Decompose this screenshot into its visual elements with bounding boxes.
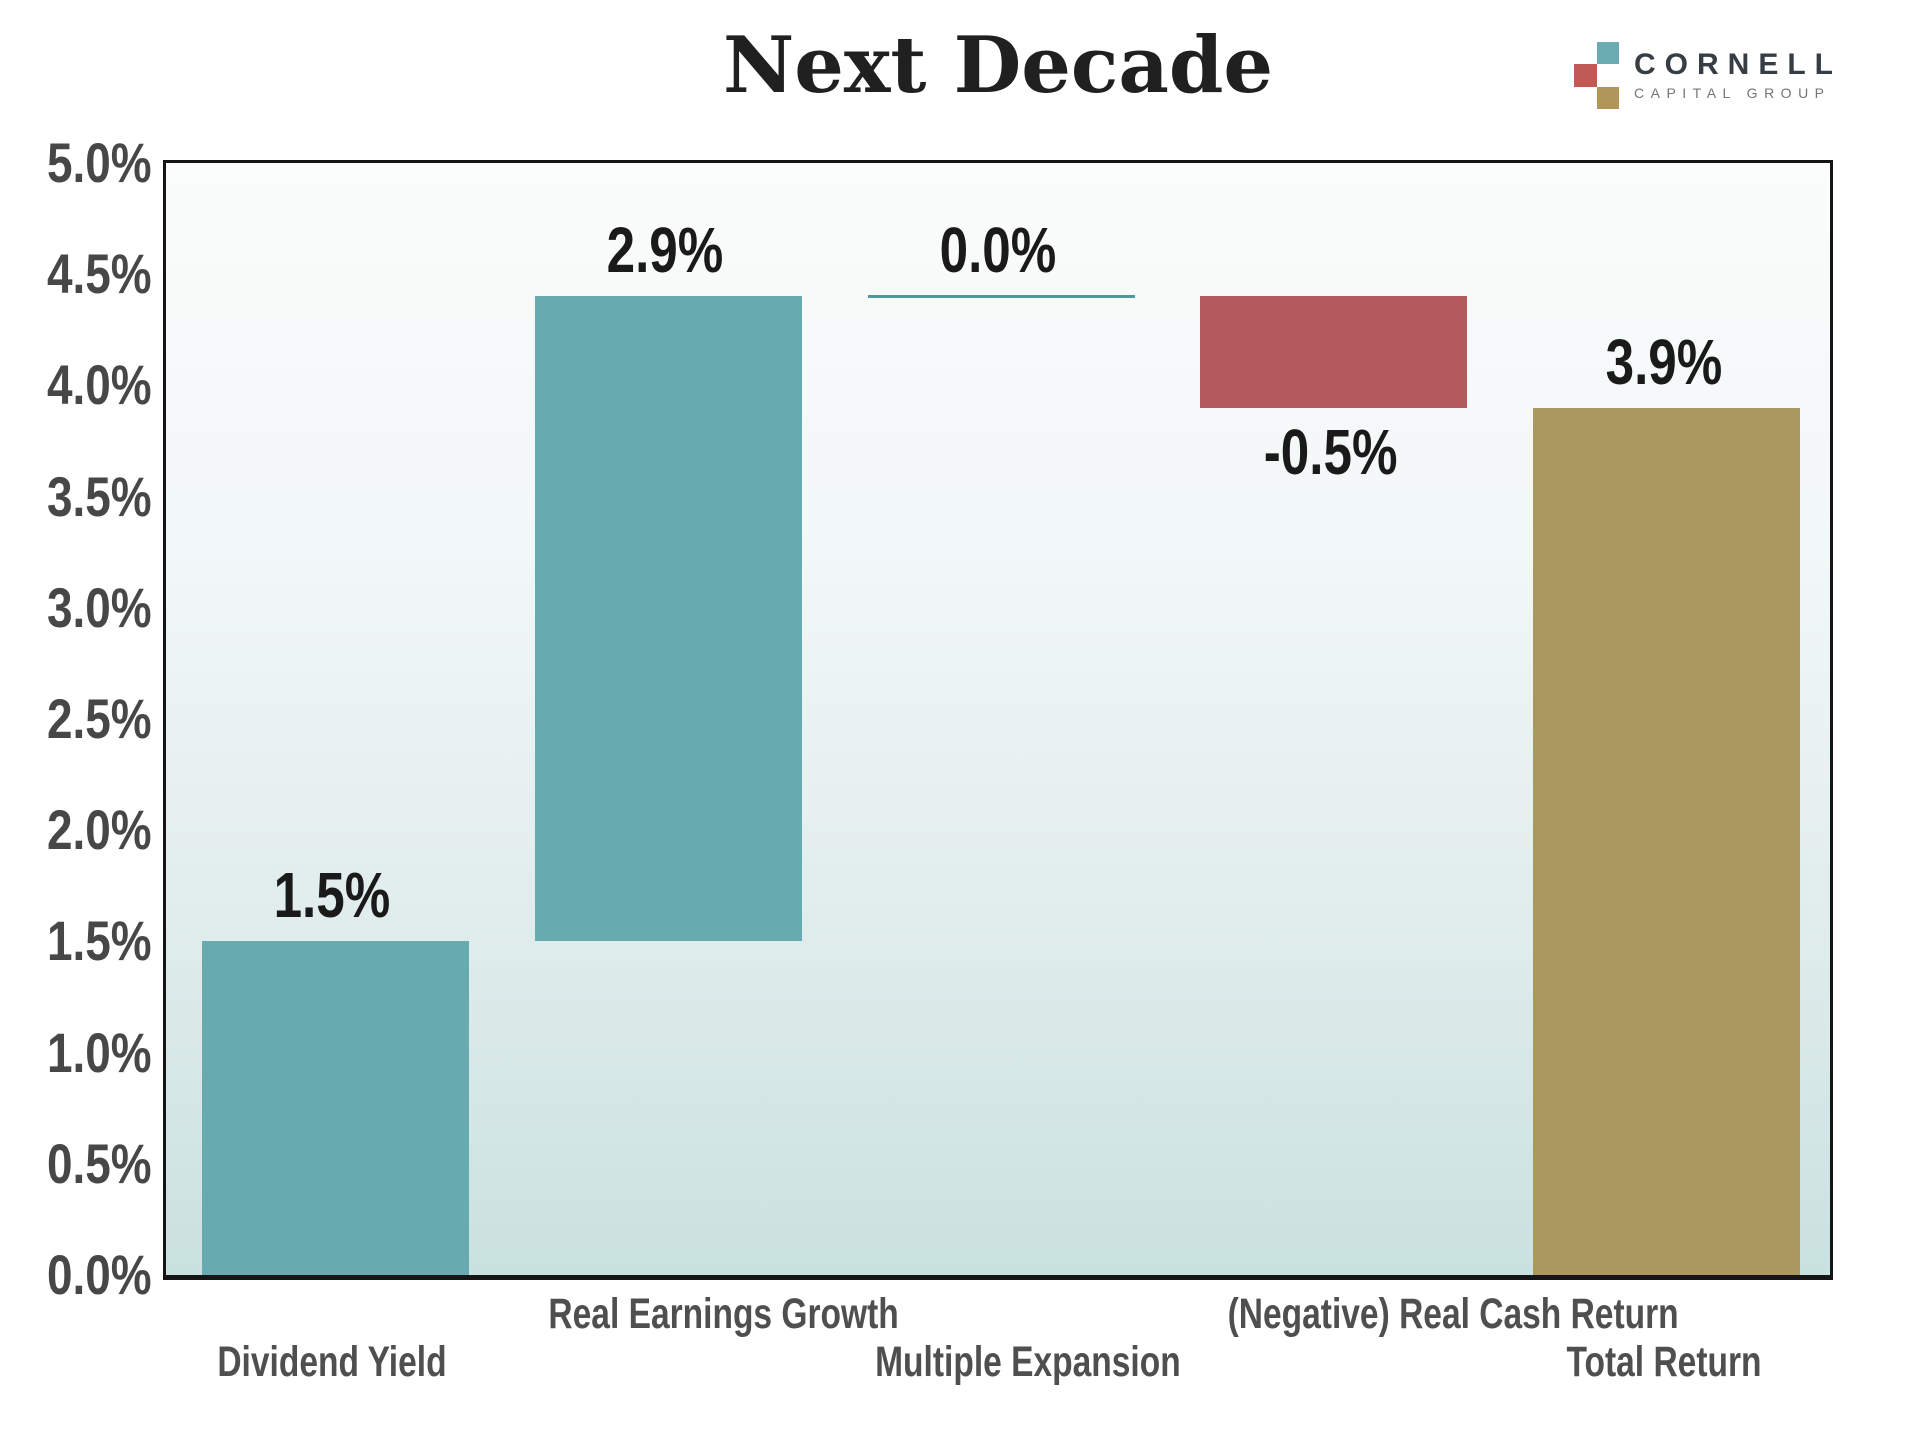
y-tick-4-5pct: 4.5% [47, 242, 152, 306]
value-label-multiple-expansion: 0.0% [939, 214, 1057, 287]
y-tick-0-5pct: 0.5% [47, 1131, 152, 1195]
value-label-total-return: 3.9% [1605, 325, 1722, 398]
logo-teal-square-icon [1597, 42, 1619, 64]
y-tick-3-5pct: 3.5% [47, 464, 152, 528]
category-label-multiple-expansion: Multiple Expansion [874, 1338, 1181, 1386]
logo-tagline: CAPITAL GROUP [1634, 85, 1831, 101]
y-tick-2-0pct: 2.0% [47, 798, 152, 862]
zero-line-multiple-expansion [867, 295, 1135, 299]
y-tick-4-0pct: 4.0% [47, 353, 152, 417]
y-tick-1-5pct: 1.5% [47, 909, 152, 973]
logo-red-square-icon [1574, 64, 1597, 87]
logo-squares-icon [1574, 42, 1620, 110]
value-label-negative-real-cash-return: -0.5% [1263, 415, 1398, 488]
y-tick-0-0pct: 0.0% [47, 1243, 152, 1306]
logo-gold-square-icon [1597, 87, 1619, 109]
category-label-real-earnings-growth: Real Earnings Growth [548, 1290, 899, 1338]
bar-negative-real-cash-return [1200, 296, 1468, 408]
bar-total-return [1533, 407, 1801, 1275]
bar-real-earnings-growth [534, 296, 802, 942]
y-tick-5-0pct: 5.0% [47, 131, 152, 194]
y-tick-2-5pct: 2.5% [47, 687, 152, 750]
category-label-negative-real-cash-return: (Negative) Real Cash Return [1227, 1290, 1680, 1338]
logo-text: CORNELL CAPITAL GROUP [1634, 42, 1842, 101]
bar-dividend-yield [201, 941, 469, 1275]
chart-title: Next Decade [722, 20, 1274, 111]
category-label-dividend-yield: Dividend Yield [217, 1338, 448, 1386]
y-tick-3-0pct: 3.0% [47, 575, 152, 639]
value-label-dividend-yield: 1.5% [274, 859, 391, 932]
value-label-real-earnings-growth: 2.9% [606, 214, 724, 287]
category-label-total-return: Total Return [1566, 1338, 1762, 1386]
plot-area [163, 160, 1833, 1280]
logo-brand-name: CORNELL [1634, 48, 1842, 81]
cornell-capital-group-logo: CORNELL CAPITAL GROUP [1574, 42, 1842, 110]
y-tick-1-0pct: 1.0% [47, 1020, 152, 1084]
